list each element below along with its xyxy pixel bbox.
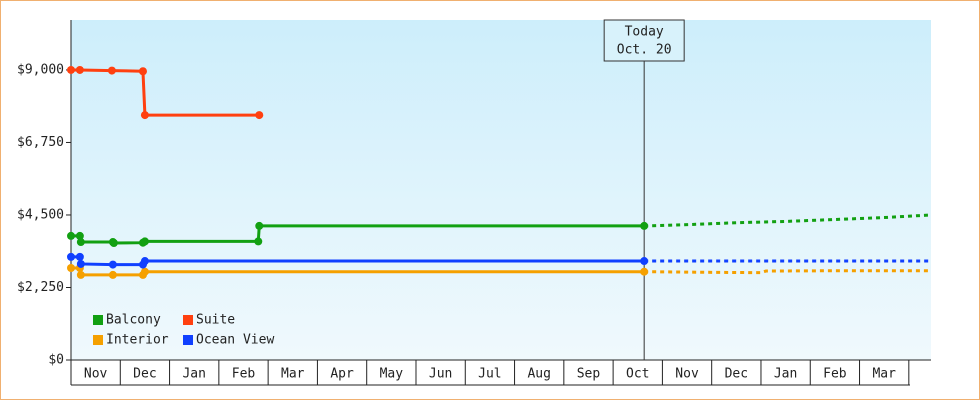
legend-label: Balcony — [106, 313, 161, 328]
x-tick-label: Dec — [725, 367, 748, 382]
point — [138, 67, 147, 76]
point — [254, 237, 263, 246]
legend-label: Ocean View — [196, 333, 274, 348]
point — [108, 260, 117, 269]
x-tick-label: Mar — [281, 367, 305, 382]
point — [140, 111, 149, 120]
point — [67, 65, 75, 74]
point — [640, 257, 649, 266]
x-tick-label: Sep — [577, 367, 601, 382]
point — [140, 257, 149, 266]
point — [107, 66, 116, 75]
x-tick-label: Feb — [823, 367, 847, 382]
y-tick-label: $2,250 — [17, 280, 64, 295]
point — [75, 252, 84, 261]
x-tick-label: Oct — [626, 367, 649, 382]
point — [67, 231, 75, 240]
point — [67, 263, 75, 272]
point — [76, 270, 85, 279]
point — [76, 238, 85, 247]
x-tick-label: Jan — [182, 367, 205, 382]
x-tick-label: Jul — [478, 367, 501, 382]
point — [76, 259, 85, 268]
x-tick-label: Jun — [429, 367, 452, 382]
point — [140, 237, 149, 246]
legend-label: Suite — [196, 313, 235, 328]
x-tick-label: Nov — [84, 367, 108, 382]
point — [640, 221, 649, 230]
point — [255, 221, 264, 230]
plot-area — [71, 20, 931, 360]
point — [108, 270, 117, 279]
y-tick-label: $6,750 — [17, 135, 64, 150]
forecast-line — [644, 213, 932, 228]
legend-swatch — [93, 315, 103, 325]
x-tick-label: Aug — [527, 367, 550, 382]
forecast-line — [644, 269, 931, 275]
point — [255, 111, 264, 120]
point — [67, 252, 75, 261]
legend-swatch — [183, 335, 193, 345]
x-tick-label: May — [380, 367, 404, 382]
y-tick-label: $0 — [48, 353, 64, 368]
legend-label: Interior — [106, 333, 169, 348]
legend-swatch — [183, 315, 193, 325]
point — [109, 239, 118, 248]
x-tick-label: Dec — [133, 367, 156, 382]
x-tick-label: Apr — [330, 367, 354, 382]
today-label: Oct. 20 — [617, 43, 672, 58]
x-tick-label: Mar — [872, 367, 896, 382]
today-box — [603, 19, 685, 62]
point — [75, 231, 84, 240]
y-tick-label: $4,500 — [17, 207, 64, 222]
x-tick-label: Feb — [232, 367, 256, 382]
point — [75, 65, 84, 74]
today-label: Today — [625, 25, 664, 40]
point — [640, 267, 649, 276]
x-tick-label: Nov — [675, 367, 699, 382]
point — [140, 267, 149, 276]
legend-swatch — [93, 335, 103, 345]
y-tick-label: $9,000 — [17, 62, 64, 77]
x-tick-label: Jan — [774, 367, 797, 382]
